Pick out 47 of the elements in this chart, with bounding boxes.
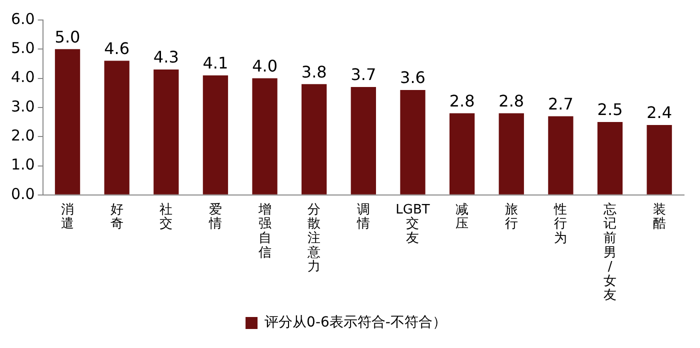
bar: [498, 113, 524, 194]
bar: [302, 84, 327, 194]
x-tick-label: 旅行: [504, 202, 518, 232]
x-tick-label: 增强自信: [257, 202, 272, 260]
bar: [54, 49, 80, 194]
x-tick-label: 社交: [160, 202, 173, 232]
y-tick-label: 2.0: [10, 126, 35, 144]
data-label: 3.7: [350, 65, 376, 84]
x-tick-label: 减压: [456, 202, 469, 232]
data-label: 4.6: [104, 38, 130, 58]
data-label: 2.8: [449, 91, 475, 110]
x-tick-label: 调情: [356, 202, 370, 232]
bar: [449, 113, 475, 194]
data-label: 3.8: [301, 62, 327, 82]
data-label: 3.6: [400, 68, 426, 88]
y-tick-label: 6.0: [10, 10, 35, 28]
bar: [400, 90, 426, 194]
x-tick-label: LGBT交友: [396, 202, 430, 246]
x-tick-label: 性行为: [553, 202, 568, 246]
y-tick-label: 1.0: [10, 156, 35, 174]
bar: [350, 87, 376, 194]
data-label: 2.8: [498, 91, 524, 110]
bar: [202, 75, 228, 194]
data-label: 4.0: [252, 56, 278, 76]
bar: [646, 124, 672, 194]
data-label: 4.3: [153, 48, 179, 67]
x-tick-label: 消遣: [61, 202, 74, 232]
x-tick-label: 装酷: [652, 202, 666, 232]
data-label: 5.0: [54, 27, 80, 46]
bar: [597, 122, 623, 194]
y-tick-label: 5.0: [10, 39, 35, 58]
data-label: 4.1: [202, 54, 228, 73]
y-tick-label: 0.0: [10, 184, 35, 203]
x-tick-label: 爱情: [208, 202, 222, 232]
bar: [104, 60, 130, 194]
bar: [252, 78, 278, 194]
y-tick-label: 3.0: [10, 97, 35, 116]
data-label: 2.4: [646, 103, 672, 122]
legend-label: 评分从0-6表示符合-不符合）: [264, 314, 446, 331]
x-tick-label: 分散注意力: [306, 202, 321, 275]
data-label: 2.7: [548, 94, 574, 114]
bar: [154, 70, 179, 194]
y-tick-label: 4.0: [10, 68, 35, 86]
x-tick-label: 好奇: [110, 202, 124, 232]
x-tick-label: 忘记前男/女友: [604, 201, 617, 304]
data-label: 2.5: [597, 100, 623, 120]
bar: [548, 116, 574, 194]
